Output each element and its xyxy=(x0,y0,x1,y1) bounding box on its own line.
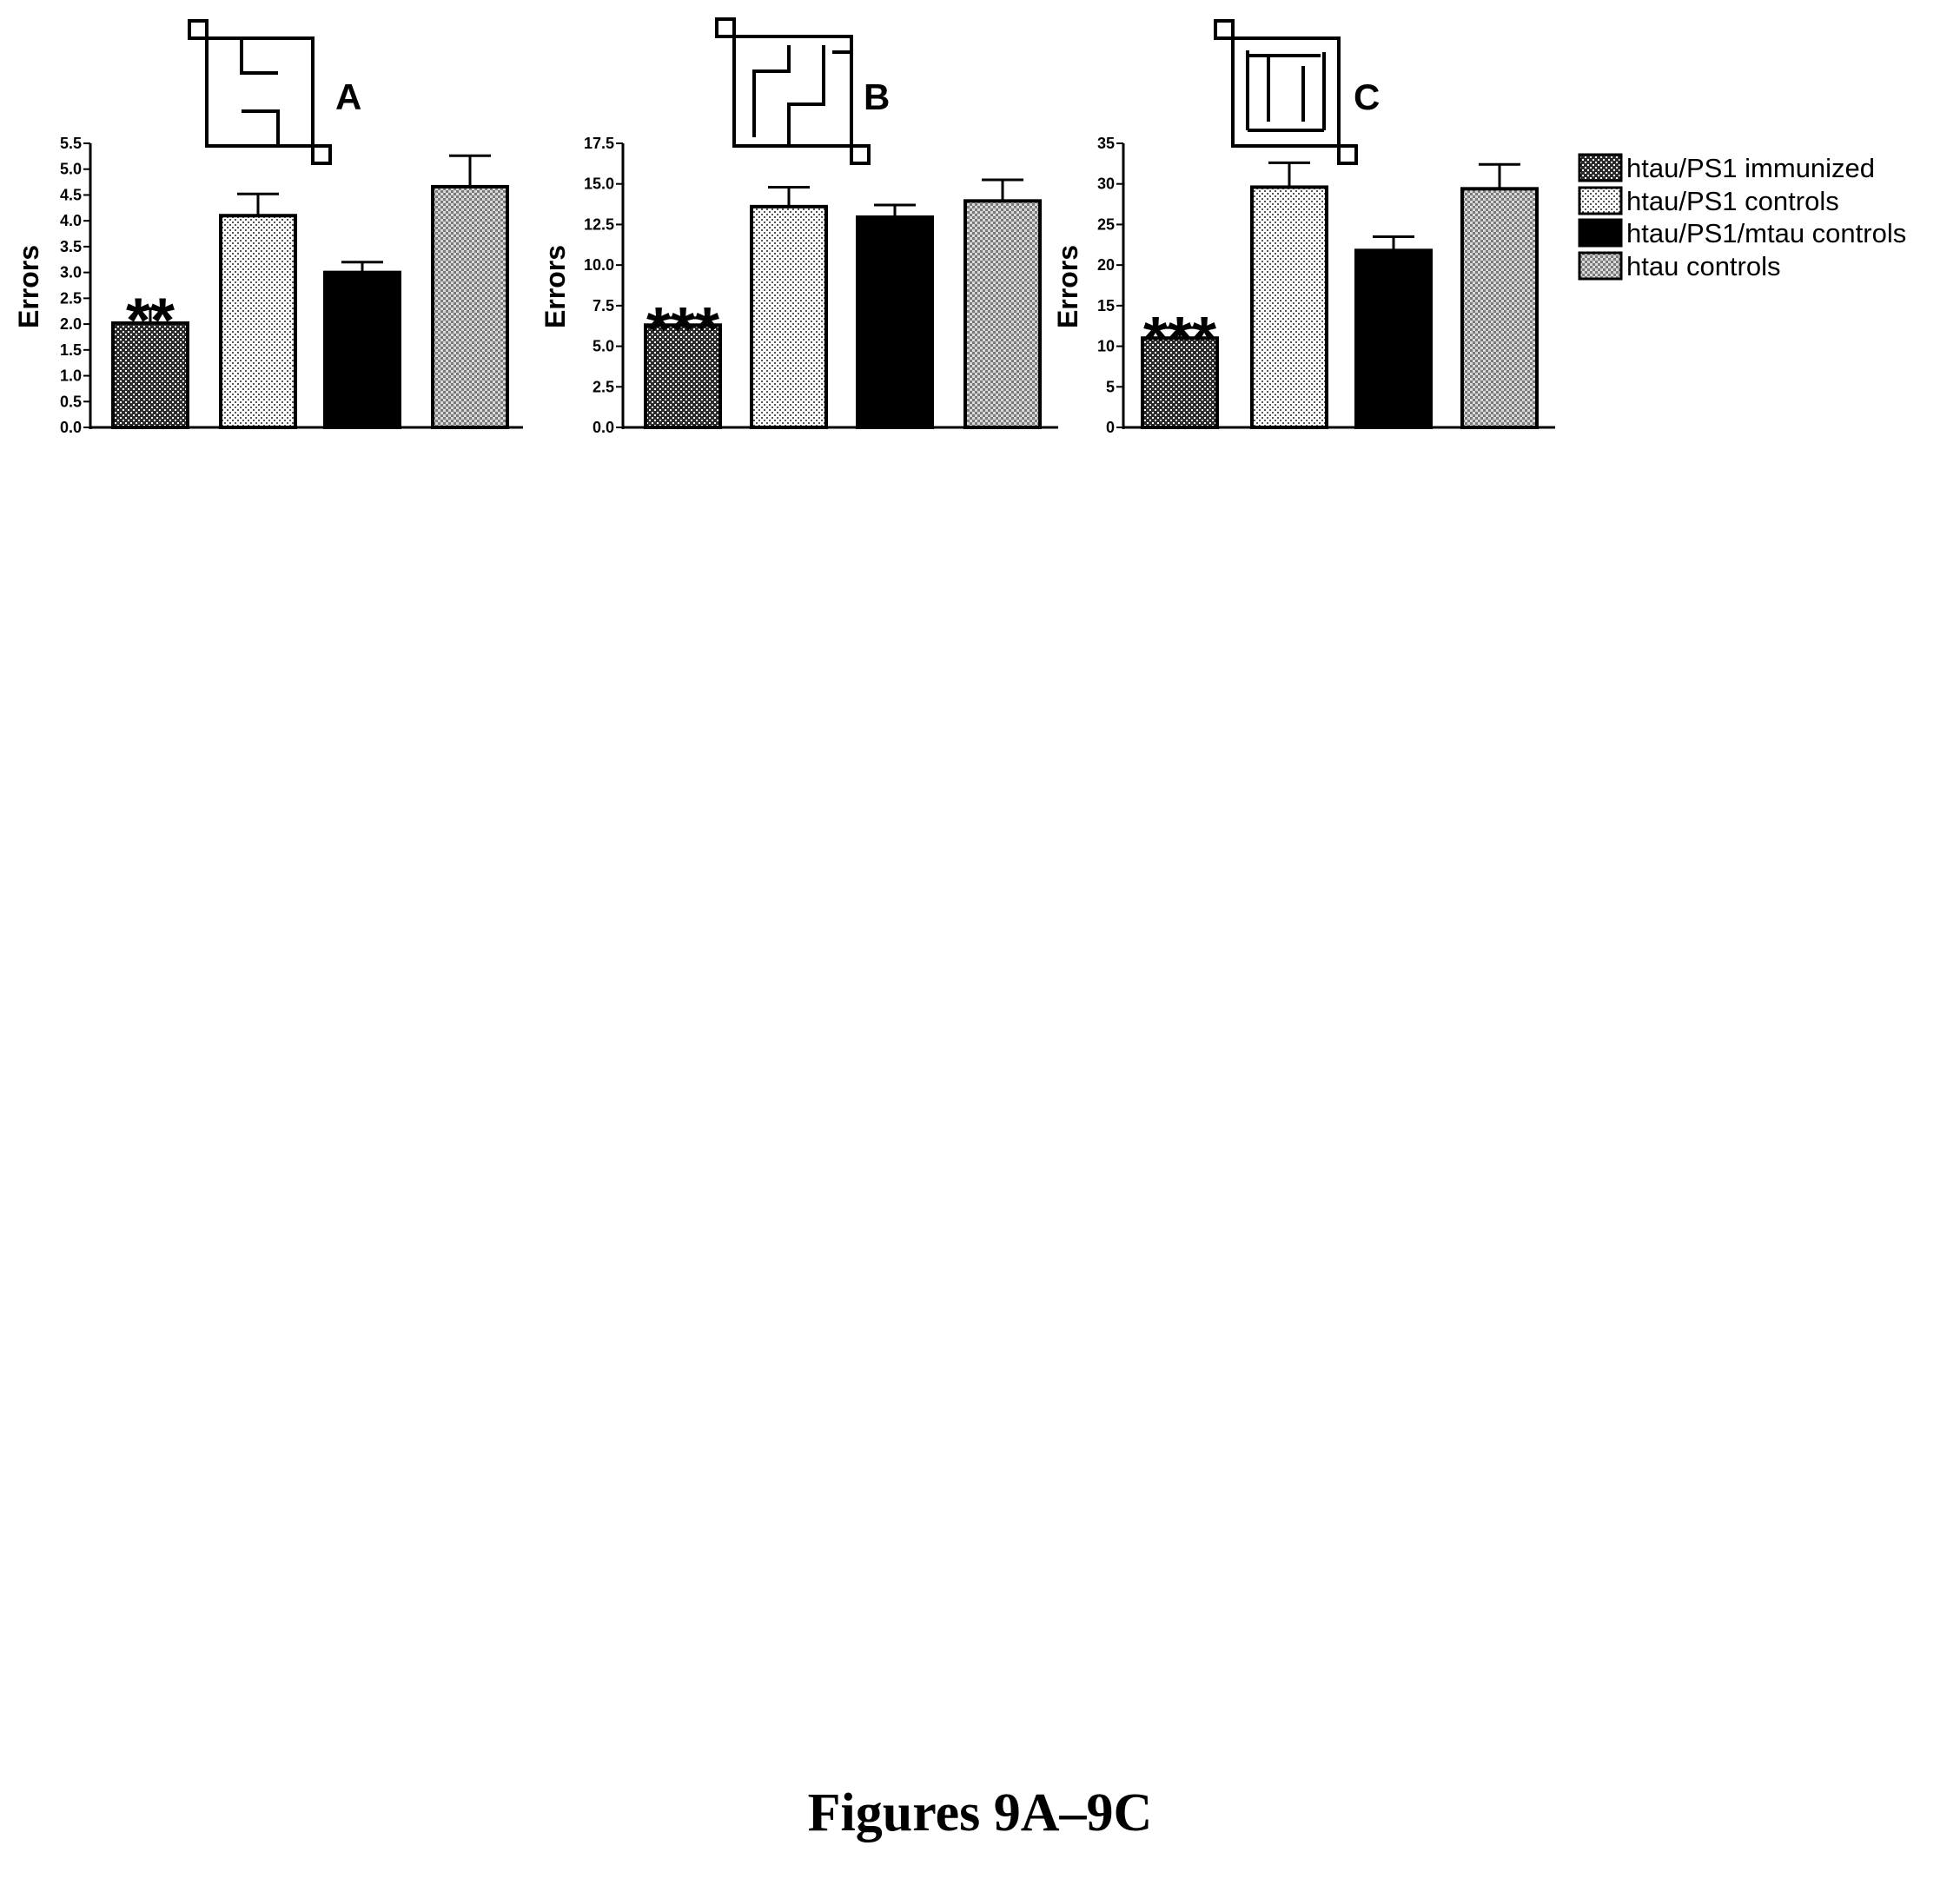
legend-swatch xyxy=(1578,251,1623,281)
y-tick-label: 35 xyxy=(1097,135,1115,152)
legend-swatch xyxy=(1578,153,1623,182)
y-tick-label: 2.5 xyxy=(60,289,82,307)
y-tick-label: 3.0 xyxy=(60,264,82,281)
chart-panel-b: 0.0 2.5 5.0 7.5 10.0 12.5 15.0 17.5 *** xyxy=(584,135,1058,436)
maze-icon-b xyxy=(715,17,871,165)
y-tick-label: 2.5 xyxy=(593,378,614,395)
legend-label: htau/PS1 controls xyxy=(1626,186,1839,216)
y-tick-label: 15.0 xyxy=(584,175,614,193)
figure-caption: Figures 9A–9C xyxy=(807,1783,1153,1842)
legend-label: htau/PS1 immunized xyxy=(1626,153,1875,183)
y-tick-label: 5.0 xyxy=(60,161,82,178)
bar xyxy=(1250,185,1328,430)
legend-swatch xyxy=(1578,218,1623,248)
bar xyxy=(431,184,509,430)
y-tick-label: 10.0 xyxy=(584,256,614,274)
y-tick-label: 0.5 xyxy=(60,393,82,410)
bar xyxy=(111,321,189,430)
bar xyxy=(750,204,828,429)
y-axis-label-a: Errors xyxy=(13,245,44,328)
legend-item: htau/PS1 controls xyxy=(1578,186,1839,216)
y-tick-label: 5.0 xyxy=(593,338,614,355)
significance-marker: *** xyxy=(1143,305,1216,374)
y-tick-label: 5.5 xyxy=(60,135,82,152)
y-tick-label: 2.0 xyxy=(60,315,82,333)
bar xyxy=(856,215,934,429)
y-tick-label: 17.5 xyxy=(584,135,614,152)
chart-panel-a: 0.0 0.5 1.0 1.5 2.0 2.5 3.0 3.5 4.0 4.5 5.0 5.5 ** xyxy=(60,135,523,436)
y-tick-label: 1.5 xyxy=(60,341,82,359)
bar xyxy=(1460,187,1539,429)
y-tick-label: 0.0 xyxy=(60,419,82,436)
legend-item: htau/PS1/mtau controls xyxy=(1578,218,1906,248)
legend-swatch xyxy=(1578,186,1623,215)
maze-icon-a xyxy=(188,19,332,165)
y-tick-label: 7.5 xyxy=(593,297,614,314)
significance-marker: ** xyxy=(126,286,175,355)
bar xyxy=(644,323,722,429)
y-tick-label: 1.0 xyxy=(60,367,82,385)
y-tick-label: 0 xyxy=(1106,419,1115,436)
maze-icon-c xyxy=(1214,19,1358,165)
y-tick-label: 4.0 xyxy=(60,212,82,229)
chart-panel-c: 0 5 10 15 20 25 30 35 *** xyxy=(1097,135,1555,436)
y-tick-label: 10 xyxy=(1097,338,1115,355)
bar xyxy=(963,199,1042,429)
bar xyxy=(219,214,297,429)
panel-letter-a: A xyxy=(335,76,361,117)
y-tick-label: 3.5 xyxy=(60,238,82,255)
y-axis-label-b: Errors xyxy=(540,245,571,328)
y-tick-label: 25 xyxy=(1097,215,1115,233)
panel-letter-c: C xyxy=(1354,76,1380,117)
y-tick-label: 5 xyxy=(1106,378,1115,395)
y-tick-label: 4.5 xyxy=(60,186,82,203)
legend-label: htau/PS1/mtau controls xyxy=(1626,218,1906,248)
bar xyxy=(1141,336,1219,430)
y-axis-label-c: Errors xyxy=(1052,245,1083,328)
y-tick-label: 30 xyxy=(1097,175,1115,193)
y-tick-label: 15 xyxy=(1097,297,1115,314)
y-tick-label: 0.0 xyxy=(593,419,614,436)
y-tick-label: 12.5 xyxy=(584,215,614,233)
panel-letter-b: B xyxy=(864,76,890,117)
bar xyxy=(1354,248,1433,429)
legend-label: htau controls xyxy=(1626,251,1781,281)
y-tick-label: 20 xyxy=(1097,256,1115,274)
legend-item: htau/PS1 immunized xyxy=(1578,153,1875,183)
significance-marker: *** xyxy=(646,295,719,365)
legend: htau/PS1 immunized htau/PS1 controls hta… xyxy=(1578,153,1906,281)
bar xyxy=(323,270,401,429)
legend-item: htau controls xyxy=(1578,251,1781,281)
